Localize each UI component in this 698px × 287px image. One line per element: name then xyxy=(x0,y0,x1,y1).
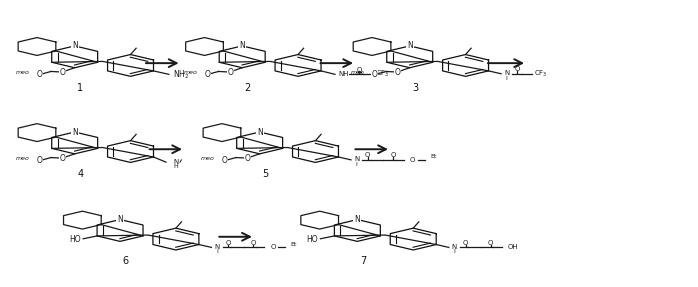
Text: N: N xyxy=(407,41,413,51)
Polygon shape xyxy=(334,220,380,241)
Polygon shape xyxy=(353,38,391,55)
Text: O: O xyxy=(222,156,228,165)
Text: O: O xyxy=(37,70,43,79)
Polygon shape xyxy=(97,220,143,241)
Polygon shape xyxy=(107,55,154,76)
Text: O: O xyxy=(37,156,43,165)
Text: CF$_3$: CF$_3$ xyxy=(376,69,389,79)
Text: N: N xyxy=(452,244,457,250)
Polygon shape xyxy=(443,55,489,76)
Text: O: O xyxy=(228,68,233,77)
Text: 3: 3 xyxy=(413,83,418,92)
Text: Et: Et xyxy=(430,154,436,160)
Text: O: O xyxy=(270,245,276,250)
Text: O: O xyxy=(60,68,66,77)
Polygon shape xyxy=(52,132,98,154)
Text: I: I xyxy=(356,162,357,167)
Text: 4: 4 xyxy=(77,169,83,179)
Polygon shape xyxy=(219,46,265,68)
Text: O: O xyxy=(488,240,493,246)
Text: H: H xyxy=(174,164,178,169)
Polygon shape xyxy=(390,228,436,250)
Polygon shape xyxy=(107,141,154,162)
Text: O: O xyxy=(514,66,520,72)
Text: meo: meo xyxy=(16,156,30,161)
Text: OH: OH xyxy=(507,245,519,250)
Text: HO: HO xyxy=(69,235,80,244)
Text: N: N xyxy=(214,244,220,250)
Polygon shape xyxy=(203,124,241,141)
Text: meo: meo xyxy=(201,156,215,161)
Polygon shape xyxy=(292,141,339,162)
Text: N: N xyxy=(504,70,510,76)
Text: meo: meo xyxy=(184,69,198,75)
Polygon shape xyxy=(52,46,98,68)
Polygon shape xyxy=(18,38,56,55)
Text: 1: 1 xyxy=(77,83,83,92)
Text: NH: NH xyxy=(338,71,348,77)
Polygon shape xyxy=(387,46,433,68)
Text: O: O xyxy=(365,152,371,158)
Text: O: O xyxy=(357,67,362,73)
Text: CF$_3$: CF$_3$ xyxy=(534,69,548,79)
Polygon shape xyxy=(18,124,56,141)
Text: NH$_2$: NH$_2$ xyxy=(173,68,189,81)
Text: O: O xyxy=(251,240,256,246)
Text: 7: 7 xyxy=(360,256,366,266)
Text: HO: HO xyxy=(306,235,318,244)
Text: Et: Et xyxy=(290,242,297,247)
Polygon shape xyxy=(186,38,223,55)
Text: O: O xyxy=(410,157,415,163)
Polygon shape xyxy=(301,211,339,229)
Text: I: I xyxy=(454,249,455,254)
Text: N: N xyxy=(117,215,123,224)
Text: N: N xyxy=(239,41,245,51)
Text: N: N xyxy=(257,127,262,137)
Text: O: O xyxy=(205,70,210,79)
Text: O: O xyxy=(245,154,251,163)
Text: N: N xyxy=(173,159,179,164)
Polygon shape xyxy=(64,211,101,229)
Text: I: I xyxy=(506,75,507,81)
Text: N: N xyxy=(354,156,359,162)
Polygon shape xyxy=(153,228,199,250)
Text: 2: 2 xyxy=(245,83,251,92)
Text: I: I xyxy=(216,249,218,254)
Text: O: O xyxy=(390,152,396,158)
Text: O: O xyxy=(463,240,468,246)
Polygon shape xyxy=(275,55,321,76)
Text: O: O xyxy=(372,70,378,79)
Text: O: O xyxy=(395,68,401,77)
Text: N: N xyxy=(355,215,360,224)
Text: O: O xyxy=(60,154,66,163)
Text: N: N xyxy=(72,127,77,137)
Text: 5: 5 xyxy=(262,169,268,179)
Text: N: N xyxy=(72,41,77,51)
Text: meo: meo xyxy=(351,69,365,75)
Text: 6: 6 xyxy=(123,256,128,266)
Text: meo: meo xyxy=(16,69,30,75)
Text: O: O xyxy=(225,240,231,246)
Polygon shape xyxy=(237,132,283,154)
